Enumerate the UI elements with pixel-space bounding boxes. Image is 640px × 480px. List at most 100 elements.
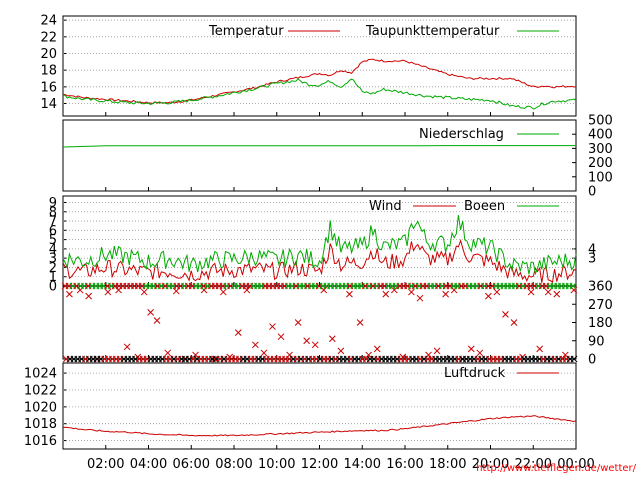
direction-point xyxy=(390,286,398,294)
direction-point xyxy=(561,351,569,359)
x-tick-label: 22:00 xyxy=(515,457,552,472)
direction-point xyxy=(303,337,311,345)
direction-point xyxy=(269,323,276,330)
direction-point xyxy=(211,355,219,363)
y-tick-label: 2 xyxy=(49,261,57,276)
y-tick-label: 1016 xyxy=(24,434,57,449)
series-line-boeen xyxy=(62,215,577,276)
y-right-tick-label: 100 xyxy=(588,170,613,185)
series-line-niederschlag xyxy=(62,145,576,148)
x-tick-label: 18:00 xyxy=(429,457,466,472)
y-tick-label: 1018 xyxy=(24,417,57,432)
direction-point xyxy=(356,319,364,326)
direction-point xyxy=(104,288,112,296)
y-tick-label: 1022 xyxy=(24,383,57,398)
direction-point xyxy=(493,288,501,296)
direction-point xyxy=(153,317,161,324)
direction-point xyxy=(476,349,484,357)
y-tick-label: 1020 xyxy=(24,400,57,415)
direction-point xyxy=(164,349,172,357)
direction-point xyxy=(277,333,285,341)
direction-point xyxy=(442,290,449,298)
direction-point xyxy=(337,347,345,355)
series-line-wind xyxy=(62,238,577,284)
legend-label: Taupunkttemperatur xyxy=(365,24,500,39)
direction-point xyxy=(346,290,353,298)
y-tick-label: 3 xyxy=(49,252,57,267)
direction-point xyxy=(328,335,336,343)
direction-point xyxy=(123,343,131,351)
direction-point xyxy=(294,319,302,326)
direction-point xyxy=(416,294,424,302)
direction-point xyxy=(373,345,381,353)
legend-label: Luftdruck xyxy=(444,366,506,381)
legend-label: Niederschlag xyxy=(419,127,504,142)
direction-point xyxy=(510,319,518,326)
direction-point xyxy=(382,290,390,298)
y-right-tick-label: 360 xyxy=(588,280,613,295)
y-tick-label: 7 xyxy=(49,215,57,230)
direction-point xyxy=(260,349,268,357)
y-tick-label: 4 xyxy=(49,242,57,257)
direction-point xyxy=(536,345,544,353)
x-tick-label: 10:00 xyxy=(258,457,295,472)
x-tick-label: 02:00 xyxy=(87,457,124,472)
y-right-tick-label: 0 xyxy=(588,353,596,368)
y-tick-label: 18 xyxy=(40,64,57,79)
y-right-tick-label: 400 xyxy=(588,128,613,143)
y-tick-label: 9 xyxy=(49,196,57,211)
y-tick-label: 24 xyxy=(40,14,57,29)
legend-label: Temperatur xyxy=(208,24,284,39)
x-tick-label: 14:00 xyxy=(344,457,381,472)
y-tick-label: 16 xyxy=(40,80,57,95)
credit-text: http://www.tiefflegen.de/wetter/ xyxy=(476,463,636,474)
direction-point xyxy=(252,341,259,349)
y-right-tick-label: 300 xyxy=(588,142,613,157)
y-right-tick-label: 0 xyxy=(588,185,596,200)
direction-point xyxy=(219,288,227,296)
y-tick-label: 1 xyxy=(49,270,57,285)
direction-point xyxy=(85,292,93,300)
y-tick-label: 0 xyxy=(49,280,57,295)
y-right-tick-label: 180 xyxy=(588,316,613,331)
x-tick-label: 00:00 xyxy=(557,457,594,472)
direction-point xyxy=(502,311,509,318)
series-line-luftdruck xyxy=(62,415,577,437)
legend-label: Boeen xyxy=(464,199,505,214)
y-tick-label: 14 xyxy=(40,97,57,112)
x-tick-label: 06:00 xyxy=(173,457,210,472)
direction-point xyxy=(570,355,578,363)
y-tick-label: 5 xyxy=(49,233,57,248)
direction-point xyxy=(365,351,373,359)
y-right-tick-label: 500 xyxy=(588,114,613,129)
direction-point xyxy=(66,290,73,298)
x-tick-label: 12:00 xyxy=(301,457,338,472)
series-line-temperatur xyxy=(62,58,577,105)
y-tick-label: 20 xyxy=(40,47,57,62)
y-tick-label: 22 xyxy=(40,30,57,45)
x-tick-label: 08:00 xyxy=(215,457,252,472)
y-right-tick-label: 3 xyxy=(588,252,596,267)
direction-point xyxy=(569,282,577,290)
y-right-tick-label: 4 xyxy=(588,242,596,257)
direction-point xyxy=(467,345,475,353)
direction-point xyxy=(408,288,415,296)
x-tick-label: 20:00 xyxy=(472,457,509,472)
direction-point xyxy=(433,347,441,355)
y-tick-label: 1024 xyxy=(24,367,57,382)
y-right-tick-label: 270 xyxy=(588,298,613,313)
x-tick-label: 04:00 xyxy=(130,457,167,472)
direction-point xyxy=(527,288,535,296)
legend-label: Wind xyxy=(369,199,402,214)
direction-point xyxy=(147,309,154,316)
y-tick-label: 6 xyxy=(49,224,57,239)
series-line-taupunkttemperatur xyxy=(63,78,577,110)
direction-point xyxy=(311,341,319,349)
x-tick-label: 16:00 xyxy=(386,457,423,472)
direction-point xyxy=(140,288,148,296)
panel-frame-wind-direction xyxy=(62,285,577,360)
direction-point xyxy=(553,290,561,298)
y-right-tick-label: 200 xyxy=(588,156,613,171)
direction-point xyxy=(485,292,492,300)
